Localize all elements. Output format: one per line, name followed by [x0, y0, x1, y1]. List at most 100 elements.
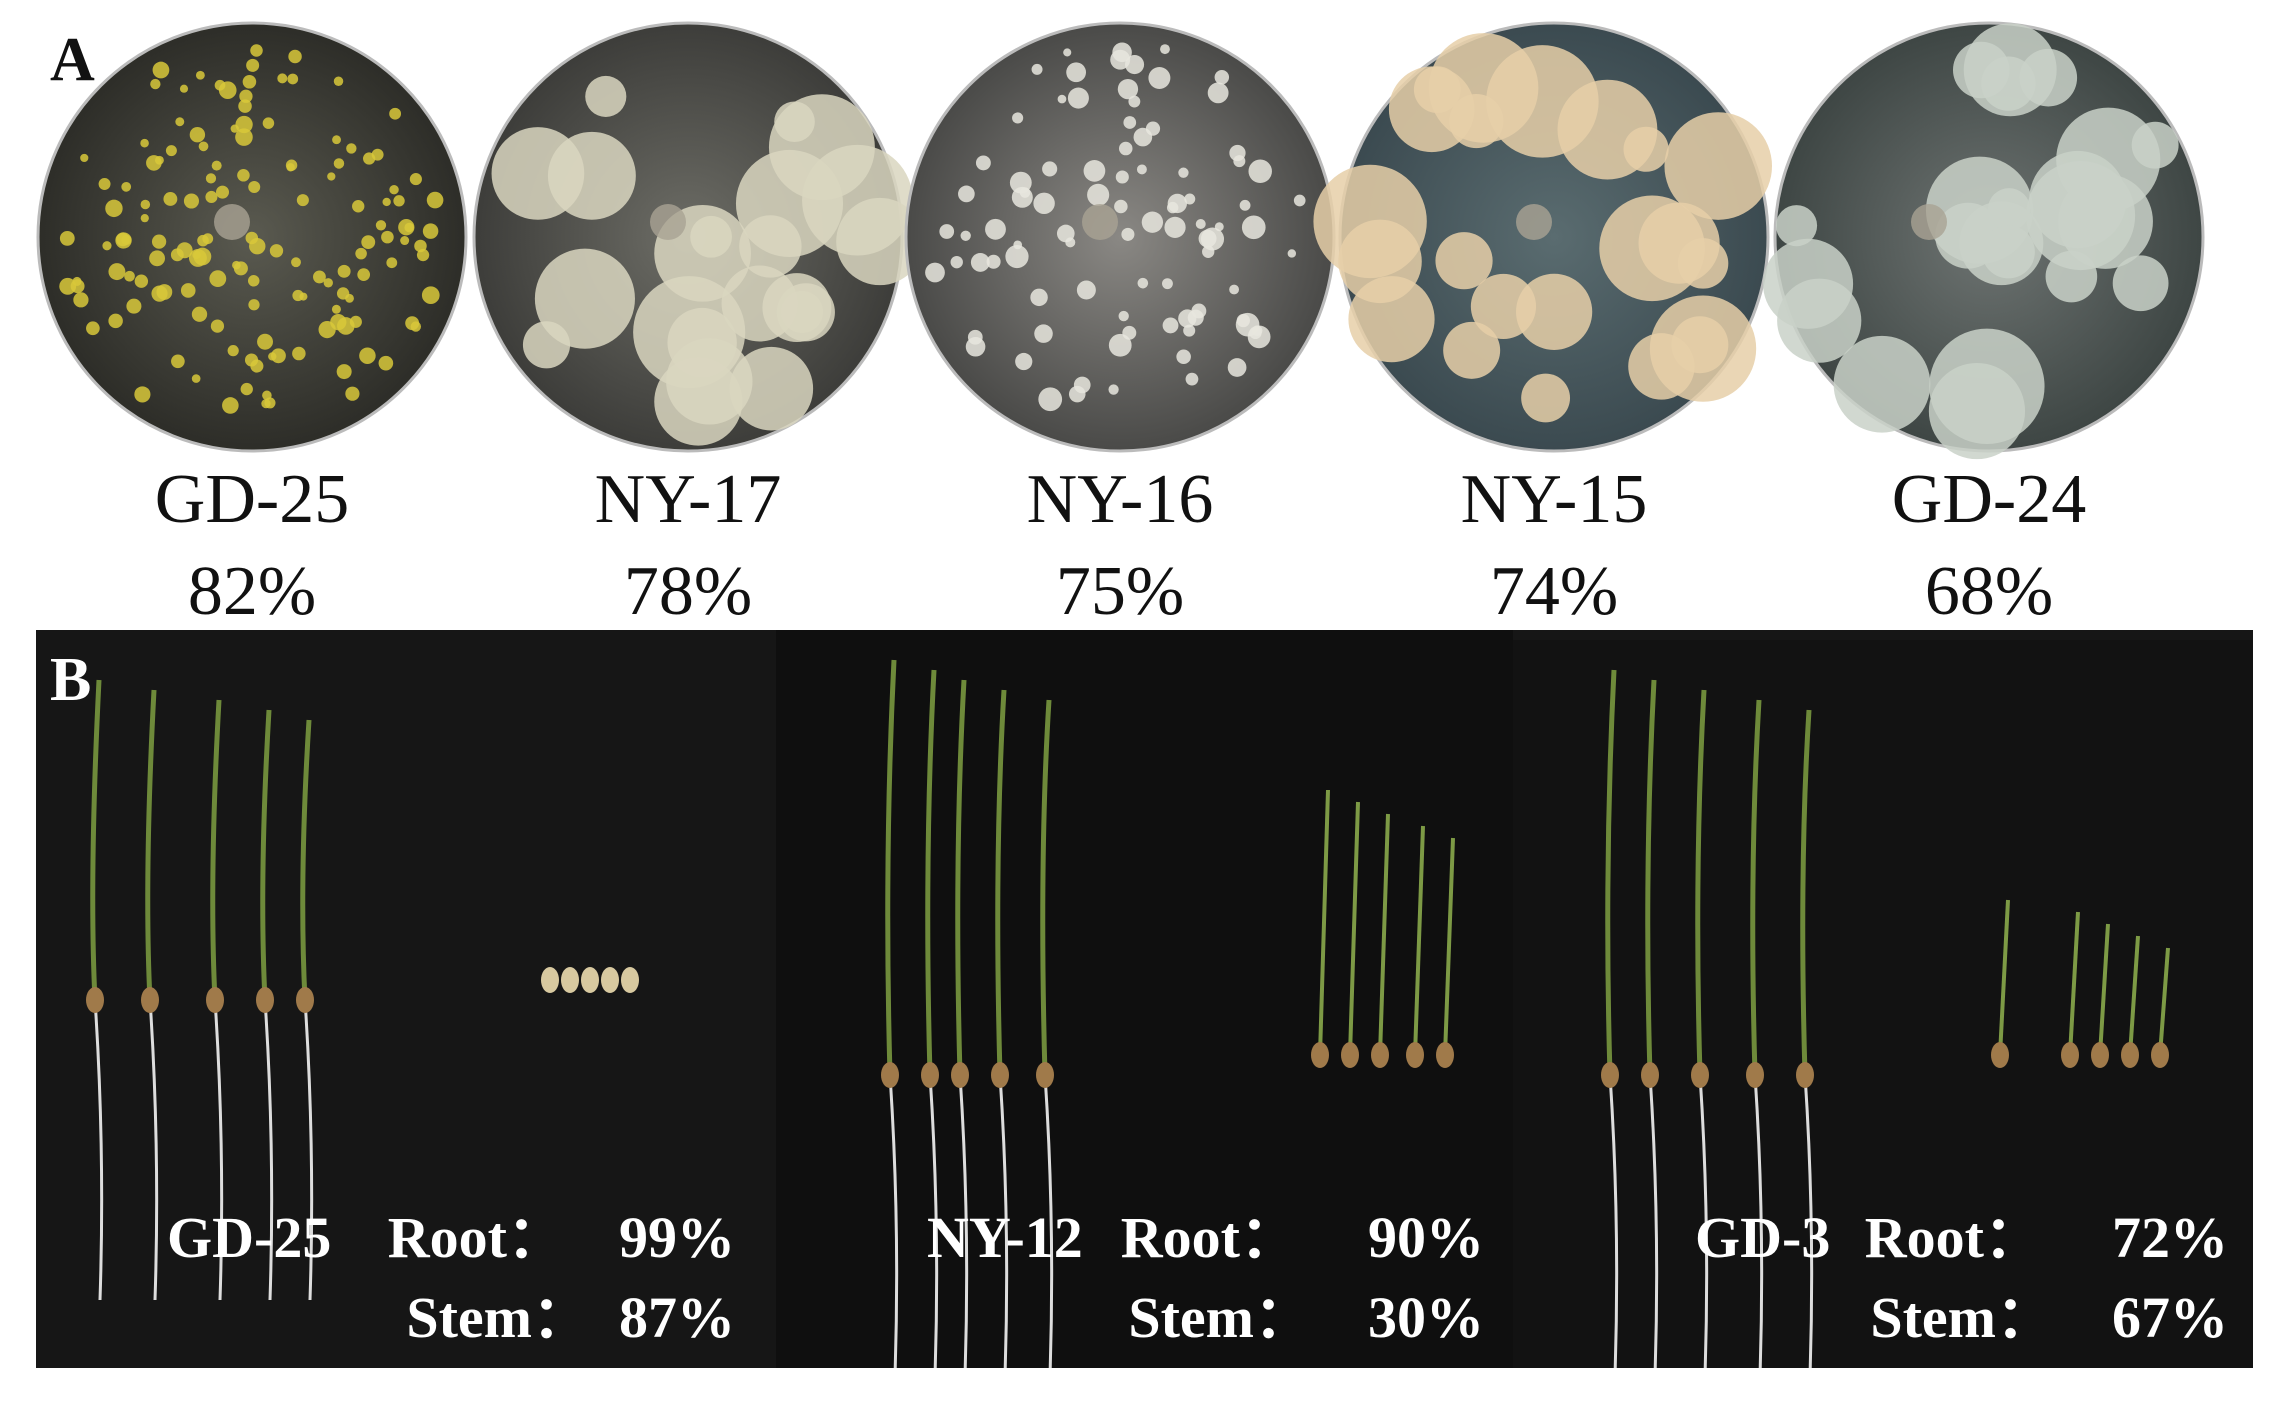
colony	[1185, 372, 1199, 386]
colony	[171, 354, 185, 369]
colony	[1952, 41, 2010, 99]
colony	[287, 73, 299, 85]
colony	[1125, 54, 1145, 75]
colony	[400, 236, 410, 246]
colony	[98, 178, 111, 190]
colony	[1195, 219, 1206, 229]
colony	[359, 347, 376, 364]
seed	[86, 987, 104, 1013]
colony	[1928, 362, 2026, 460]
colony	[378, 355, 394, 371]
colony	[1067, 87, 1089, 109]
seed	[206, 987, 224, 1013]
colony	[170, 248, 184, 262]
colony	[124, 270, 135, 282]
colony	[193, 247, 212, 266]
colony	[291, 257, 301, 268]
colony	[151, 234, 167, 249]
colony	[534, 248, 635, 349]
colony	[386, 257, 398, 269]
colony	[1229, 144, 1246, 162]
seedlings	[86, 659, 2170, 1368]
colony	[958, 185, 975, 203]
colony	[108, 313, 123, 329]
colony	[967, 329, 983, 345]
colony	[102, 241, 112, 251]
colony	[1121, 227, 1135, 241]
colony	[491, 127, 585, 220]
group-name: GD-25	[167, 1205, 331, 1270]
colony	[1227, 358, 1247, 377]
colony	[1183, 324, 1196, 337]
root-label: Root：	[1121, 1205, 1298, 1270]
photo	[1513, 640, 2253, 1368]
colony	[690, 215, 732, 258]
colony	[1087, 183, 1110, 206]
colony	[389, 107, 402, 120]
colony	[247, 275, 260, 287]
root	[93, 999, 104, 1301]
colony	[1388, 66, 1475, 153]
shoot	[210, 699, 222, 1001]
colony	[1033, 192, 1055, 215]
seed	[621, 967, 639, 993]
colony	[382, 197, 391, 207]
plate-name: NY-17	[595, 461, 782, 538]
colony	[1162, 278, 1173, 290]
colony	[1599, 195, 1705, 302]
root	[1698, 1074, 1709, 1368]
shoot	[1348, 801, 1360, 1056]
seed	[1691, 1062, 1709, 1088]
colony	[269, 244, 284, 258]
colony	[1164, 216, 1186, 238]
colony	[205, 190, 218, 203]
root	[1648, 1074, 1659, 1368]
colony	[409, 173, 422, 186]
shoot	[2128, 935, 2140, 1056]
colony	[1338, 219, 1422, 304]
shoot	[1443, 837, 1455, 1056]
seed	[561, 967, 579, 993]
colony	[925, 262, 945, 283]
colony	[426, 191, 444, 209]
shoot	[2068, 911, 2080, 1056]
root	[888, 1074, 899, 1368]
colony	[774, 101, 815, 143]
colony	[975, 155, 991, 171]
shoot	[1800, 709, 1812, 1076]
colony	[238, 99, 252, 113]
colony	[1019, 187, 1031, 198]
colony	[191, 374, 201, 383]
colony	[404, 222, 414, 233]
colony	[1557, 79, 1658, 180]
colony	[222, 397, 239, 414]
colony	[1042, 161, 1058, 177]
colony	[375, 220, 387, 231]
colony	[836, 197, 924, 286]
colony	[72, 276, 82, 286]
colony	[381, 230, 394, 244]
colony	[126, 298, 142, 314]
seed	[2061, 1042, 2079, 1068]
colony	[345, 293, 354, 303]
colony	[121, 181, 132, 192]
inoculum	[214, 204, 250, 240]
colony	[288, 49, 302, 64]
colony	[1005, 244, 1029, 269]
colony	[371, 148, 384, 161]
shoot	[1378, 813, 1390, 1056]
shoot	[2158, 947, 2170, 1056]
colony	[244, 353, 259, 367]
colony	[1239, 199, 1251, 211]
colony	[268, 352, 277, 361]
colony	[1063, 48, 1072, 57]
colony	[152, 61, 170, 79]
colony	[1241, 215, 1266, 240]
colony	[86, 321, 100, 336]
shoot	[995, 689, 1007, 1076]
colony	[1034, 324, 1053, 343]
root	[148, 999, 159, 1301]
stem-label: Stem：	[406, 1285, 590, 1350]
seed	[296, 987, 314, 1013]
colony	[1435, 232, 1493, 290]
